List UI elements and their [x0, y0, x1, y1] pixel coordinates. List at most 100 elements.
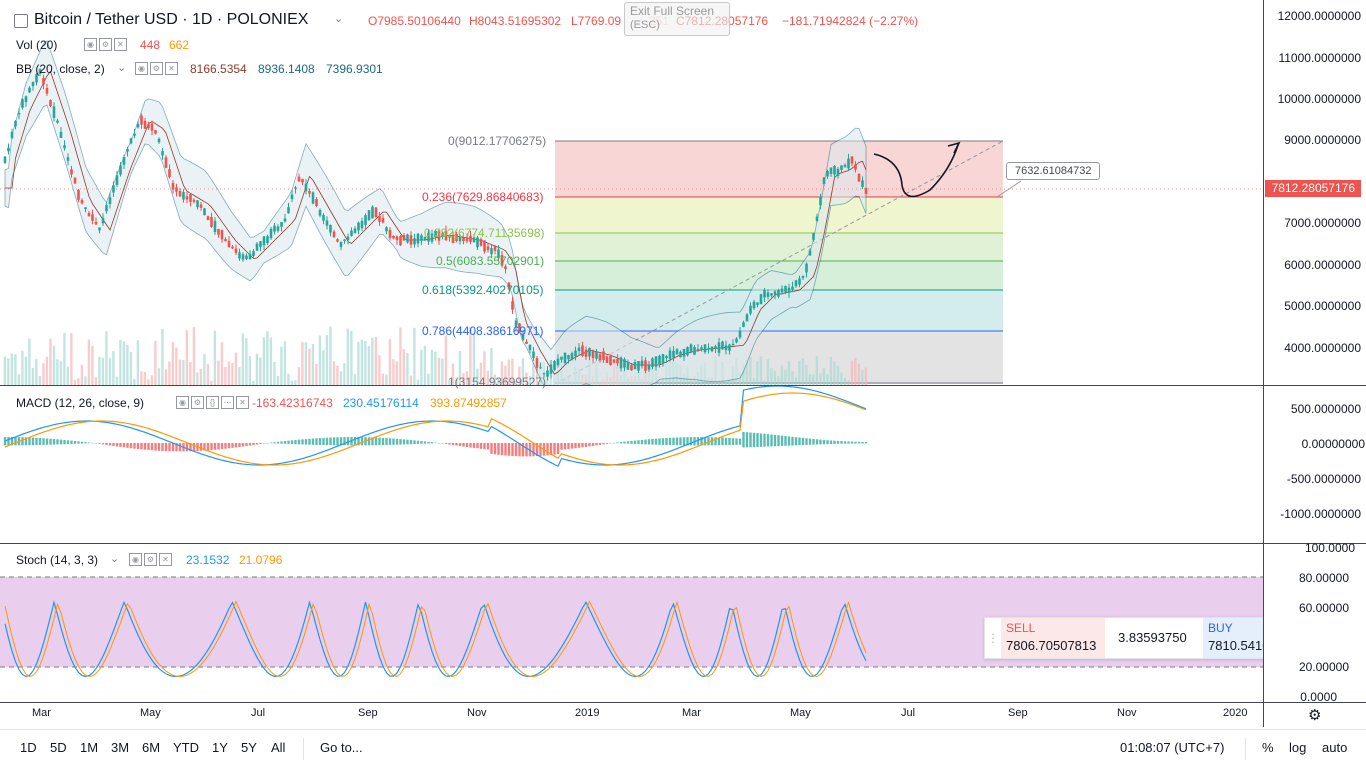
candle-body: [518, 323, 521, 333]
eye-icon[interactable]: ◉: [135, 62, 148, 76]
exit-fullscreen-tooltip[interactable]: Exit Full Screen (ESC): [624, 2, 730, 36]
macd-histogram-bar: [658, 438, 661, 445]
range-5y[interactable]: 5Y: [241, 740, 257, 755]
settings-icon[interactable]: ⚙: [191, 396, 204, 410]
volume-bar: [14, 354, 17, 385]
macd-histogram-bar: [675, 437, 679, 446]
drag-handle-icon[interactable]: ⋮: [987, 631, 999, 645]
stoch-axis-label: 20.00000: [1298, 660, 1349, 674]
settings-icon[interactable]: ⚙: [144, 553, 157, 567]
candle-body: [469, 235, 472, 242]
stoch-legend-label[interactable]: Stoch (14, 3, 3): [16, 553, 99, 567]
auto-toggle[interactable]: auto: [1322, 740, 1348, 755]
macd-histogram-bar: [584, 443, 588, 447]
sell-button[interactable]: SELL 7806.70507813: [1001, 618, 1105, 658]
volume-bar: [178, 359, 182, 385]
volume-bar: [227, 361, 231, 385]
candle-body: [556, 358, 560, 366]
goto-button[interactable]: Go to...: [320, 740, 363, 755]
volume-bar: [77, 378, 80, 385]
candle-body: [339, 241, 343, 247]
pane-separator[interactable]: [0, 543, 1263, 544]
volume-bar: [430, 349, 434, 385]
macd-histogram-bar: [843, 441, 847, 444]
range-5d[interactable]: 5D: [50, 740, 67, 755]
settings-icon[interactable]: ⚙: [99, 38, 112, 52]
macd-histogram-bar: [735, 438, 738, 445]
bb-legend-controls[interactable]: ◉ ⚙ ✕: [133, 61, 178, 76]
time-axis-label: May: [790, 707, 811, 719]
price-callout[interactable]: 7632.61084732: [1006, 162, 1101, 180]
close-icon[interactable]: ✕: [165, 62, 178, 76]
candle-body: [115, 175, 119, 185]
range-1y[interactable]: 1Y: [212, 740, 228, 755]
vol-legend-controls[interactable]: ◉ ⚙ ✕: [82, 37, 127, 52]
price-axis[interactable]: 12000.0000000 11000.0000000 10000.000000…: [1263, 0, 1366, 727]
macd-histogram-bar: [378, 437, 381, 446]
macd-histogram-bar: [486, 443, 490, 450]
percent-toggle[interactable]: %: [1262, 740, 1274, 755]
candle-body: [686, 347, 689, 356]
settings-icon[interactable]: ⚙: [150, 62, 163, 76]
price-chart[interactable]: [0, 0, 1263, 385]
volume-bar: [518, 366, 521, 385]
clock-timezone[interactable]: 01:08:07 (UTC+7): [1120, 740, 1225, 755]
pane-separator[interactable]: [0, 385, 1263, 386]
bb-legend-label[interactable]: BB (20, close, 2): [16, 62, 105, 76]
symbol-dropdown-icon[interactable]: ⌄: [334, 13, 344, 25]
macd-legend-controls[interactable]: ◉ ⚙{} ⋯ ✕: [174, 395, 249, 410]
volume-bar: [388, 339, 392, 385]
macd-histogram-bar: [805, 438, 808, 445]
more-icon[interactable]: ⋯: [221, 396, 234, 410]
volume-bar: [794, 377, 798, 385]
volume-bar: [269, 337, 273, 385]
macd-histogram-bar: [854, 441, 857, 444]
macd-histogram-bar: [311, 438, 315, 445]
macd-histogram-bar: [577, 443, 581, 448]
stoch-k-value: 23.1532: [186, 553, 230, 567]
range-3m[interactable]: 3M: [111, 740, 130, 755]
macd-histogram-bar: [374, 437, 378, 446]
macd-histogram-bar: [654, 438, 658, 445]
macd-histogram-bar: [147, 443, 150, 451]
settings-gear-icon[interactable]: ⚙: [1308, 707, 1322, 724]
volume-bar: [318, 335, 322, 385]
macd-histogram-bar: [507, 443, 511, 456]
time-axis-label: Jul: [251, 707, 266, 719]
collapse-legend-icon[interactable]: [14, 14, 28, 28]
macd-histogram-bar: [731, 438, 735, 445]
range-1d[interactable]: 1D: [20, 740, 37, 755]
close-icon[interactable]: ✕: [114, 38, 127, 52]
fib-label-0236: 0.236(7629.86840683): [422, 190, 544, 204]
close-icon[interactable]: ✕: [159, 553, 172, 567]
volume-bar: [329, 326, 332, 385]
macd-histogram-bar: [773, 434, 777, 447]
range-all[interactable]: All: [271, 740, 286, 755]
candle-body: [829, 167, 833, 174]
macd-histogram-bar: [77, 441, 80, 444]
range-ytd[interactable]: YTD: [173, 740, 199, 755]
macd-histogram-bar: [553, 443, 556, 455]
macd-legend-label[interactable]: MACD (12, 26, close, 9): [16, 396, 145, 410]
eye-icon[interactable]: ◉: [84, 38, 97, 52]
range-1m[interactable]: 1M: [80, 740, 99, 755]
volume-bar: [413, 327, 416, 385]
range-6m[interactable]: 6M: [142, 740, 161, 755]
candle-body: [143, 120, 147, 129]
vol-legend-label[interactable]: Vol (20): [16, 38, 58, 52]
close-icon[interactable]: ✕: [236, 396, 249, 410]
code-icon[interactable]: {}: [206, 396, 219, 410]
macd-histogram-bar: [500, 443, 504, 456]
stoch-dropdown-icon[interactable]: ⌄: [110, 553, 120, 565]
eye-icon[interactable]: ◉: [176, 396, 189, 410]
volume-bar: [304, 342, 308, 385]
macd-chart[interactable]: [0, 386, 1263, 543]
candle-body: [465, 238, 469, 242]
log-toggle[interactable]: log: [1289, 740, 1307, 755]
macd-histogram-bar: [80, 441, 84, 444]
symbol-title[interactable]: Bitcoin / Tether USD · 1D · POLONIEX: [34, 11, 309, 28]
bb-dropdown-icon[interactable]: ⌄: [117, 62, 127, 74]
stoch-legend-controls[interactable]: ◉ ⚙ ✕: [127, 552, 172, 567]
fib-label-0: 0(9012.17706275): [448, 134, 547, 148]
eye-icon[interactable]: ◉: [129, 553, 142, 567]
